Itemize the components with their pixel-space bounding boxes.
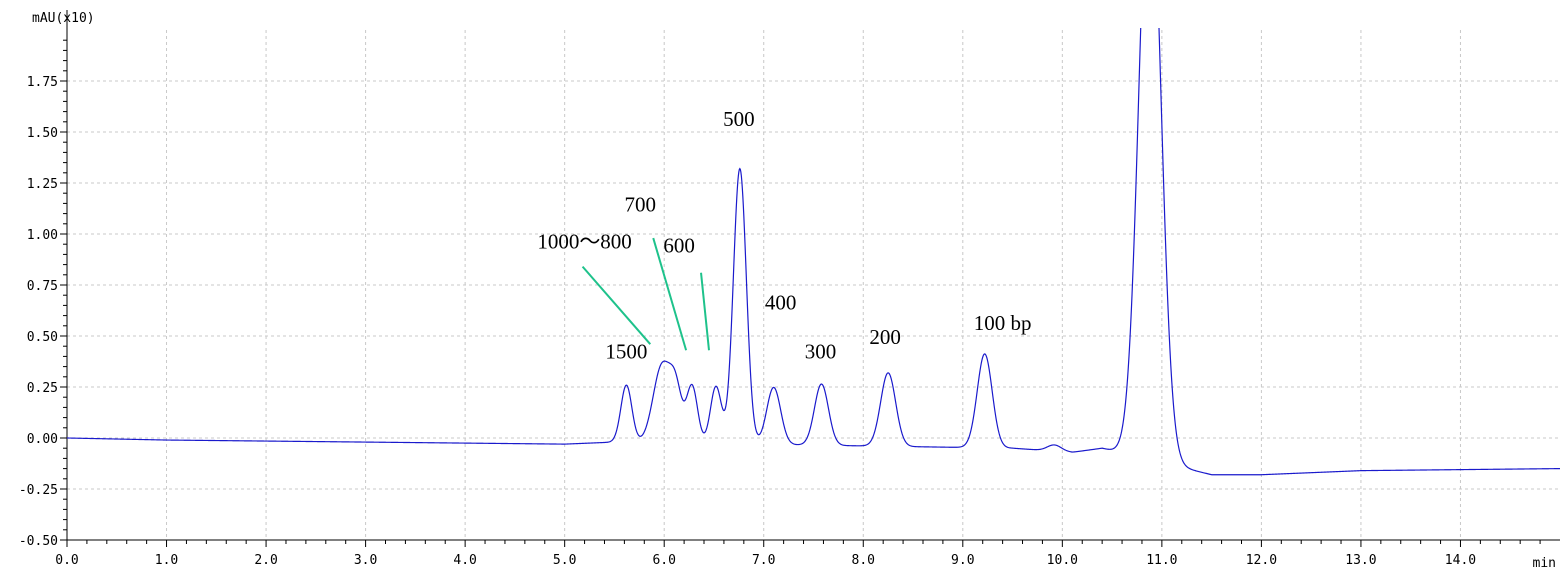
y-tick-label: 0.25 <box>27 381 58 396</box>
peak-label: 500 <box>723 107 755 131</box>
peak-label: 200 <box>869 325 901 349</box>
x-tick-label: 9.0 <box>951 553 974 568</box>
x-tick-label: 0.0 <box>55 553 78 568</box>
peak-pointer-line <box>700 272 710 351</box>
peak-label: 1000〜800 <box>537 229 632 253</box>
axes: mAU(x10) min 0.0 1.0 2.0 3.0 4.0 5.0 6.0 7.0 8.0… <box>19 10 1560 570</box>
x-tick-label: 1.0 <box>155 553 178 568</box>
x-tick-label: 8.0 <box>852 553 875 568</box>
x-tick-label: 7.0 <box>752 553 775 568</box>
x-tick-label: 13.0 <box>1345 553 1376 568</box>
y-tick-label: 1.25 <box>27 177 58 192</box>
x-tick-label: 12.0 <box>1246 553 1277 568</box>
y-tick-label: 1.50 <box>27 126 58 141</box>
peak-label: 400 <box>765 290 797 314</box>
pointer-lines <box>581 237 710 351</box>
x-tick-label: 11.0 <box>1146 553 1177 568</box>
peak-label: 1500 <box>605 339 647 363</box>
y-tick-label: 1.75 <box>27 75 58 90</box>
x-tick-label: 2.0 <box>254 553 277 568</box>
x-tick-label: 4.0 <box>453 553 476 568</box>
peak-label: 700 <box>625 193 657 217</box>
peak-pointer-line <box>581 265 652 345</box>
trace-layer <box>67 28 1560 476</box>
grid <box>67 30 1560 541</box>
x-tick-label: 5.0 <box>553 553 576 568</box>
y-axis-unit-label: mAU(x10) <box>32 11 95 26</box>
peak-pointer-line <box>652 237 688 351</box>
peak-label: 600 <box>663 233 695 257</box>
chromatogram-trace <box>67 28 1560 476</box>
peak-label: 300 <box>805 339 837 363</box>
x-tick-label: 10.0 <box>1047 553 1078 568</box>
y-tick-label: 0.00 <box>27 432 58 447</box>
y-tick-label: -0.25 <box>19 483 58 498</box>
peak-label: 100 bp <box>974 311 1032 335</box>
x-tick-label: 14.0 <box>1445 553 1476 568</box>
x-axis-unit-label: min <box>1533 556 1556 570</box>
x-tick-label: 3.0 <box>354 553 377 568</box>
y-tick-label: 1.00 <box>27 228 58 243</box>
x-tick-label: 6.0 <box>652 553 675 568</box>
y-tick-label: 0.75 <box>27 279 58 294</box>
y-tick-label: 0.50 <box>27 330 58 345</box>
y-tick-label: -0.50 <box>19 534 58 549</box>
